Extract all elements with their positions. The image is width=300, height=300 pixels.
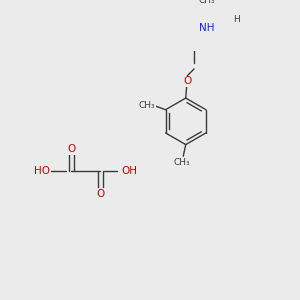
Text: HO: HO	[34, 166, 50, 176]
Text: OH: OH	[121, 166, 137, 176]
Text: NH: NH	[199, 23, 214, 33]
Text: H: H	[233, 16, 240, 25]
Text: O: O	[183, 76, 191, 86]
Text: O: O	[67, 144, 75, 154]
Text: CH₃: CH₃	[198, 0, 215, 5]
Text: O: O	[96, 189, 104, 199]
Text: CH₃: CH₃	[139, 101, 156, 110]
Text: CH₃: CH₃	[173, 158, 190, 167]
